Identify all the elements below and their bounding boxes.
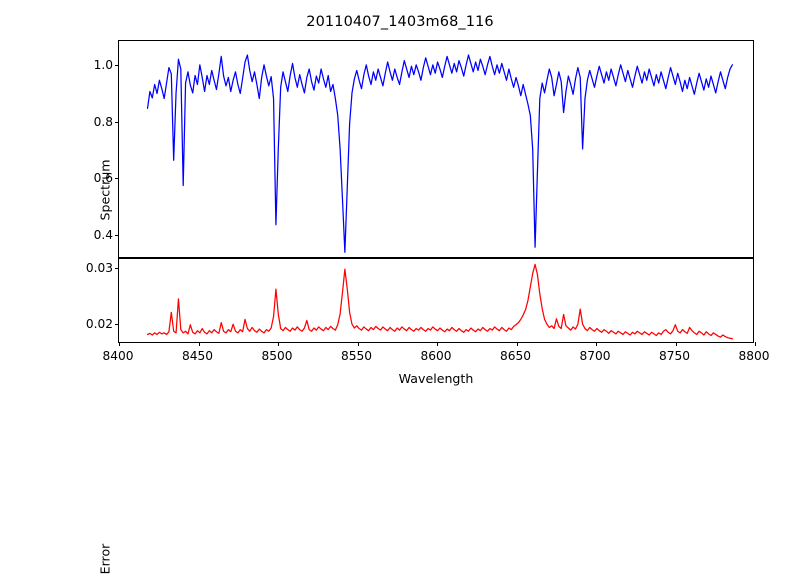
spectrum-panel: Spectrum 0.4 0.6 0.8 1.0	[94, 40, 754, 258]
wavelength-tick-label: 8750	[658, 349, 691, 363]
error-y-tick-label: 0.02	[85, 316, 113, 331]
wavelength-tick-label: 8550	[340, 349, 373, 363]
wavelength-axis-label: Wavelength	[398, 371, 474, 386]
spectrum-y-tick-mark	[115, 121, 119, 123]
wavelength-tick-label: 8600	[420, 349, 452, 363]
wavelength-tick-mark	[278, 342, 280, 346]
wavelength-tick-label: 8700	[579, 349, 611, 363]
wavelength-tick-label: 8450	[181, 349, 214, 363]
wavelength-tick-label: 8500	[261, 349, 293, 363]
wavelength-tick-mark	[119, 342, 121, 346]
spectrum-y-tick-mark	[115, 234, 119, 237]
wavelength-tick-mark	[357, 342, 359, 346]
error-y-tick-label: 0.03	[85, 261, 113, 276]
wavelength-tick-mark	[675, 342, 677, 346]
spectrum-y-tick-label: 0.4	[93, 227, 113, 242]
error-y-tick-mark	[115, 323, 119, 325]
spectrum-y-tick-label: 0.8	[93, 114, 113, 129]
spectrum-y-tick-label: 0.6	[93, 171, 113, 186]
wavelength-tick-mark	[437, 342, 439, 346]
wavelength-tick-mark	[755, 342, 757, 346]
error-y-tick-mark	[115, 268, 119, 270]
wavelength-tick-mark	[596, 342, 598, 346]
wavelength-tick-label: 8800	[738, 349, 770, 363]
error-line-plot	[119, 259, 753, 342]
error-axis-label: Error	[97, 543, 113, 574]
spectrum-y-tick-mark	[115, 178, 119, 180]
wavelength-tick-label: 8650	[499, 349, 532, 363]
spectrum-y-tick-label: 1.0	[93, 58, 113, 73]
wavelength-tick-label: 8400	[102, 349, 134, 363]
spectrum-axis-label: Spectrum	[97, 159, 113, 221]
wavelength-tick-mark	[198, 342, 200, 346]
error-panel: Error 0.02 0.03	[86, 258, 757, 574]
figure-title: 20110407_1403m68_116	[306, 14, 494, 30]
wavelength-tick-mark	[516, 342, 518, 346]
spectrum-y-tick-mark	[115, 65, 119, 67]
figure-canvas: 20110407_1403m68_116 Spectrum 0.4 0.6 0.8 1…	[85, 14, 770, 574]
spectrum-line-plot	[119, 41, 753, 257]
